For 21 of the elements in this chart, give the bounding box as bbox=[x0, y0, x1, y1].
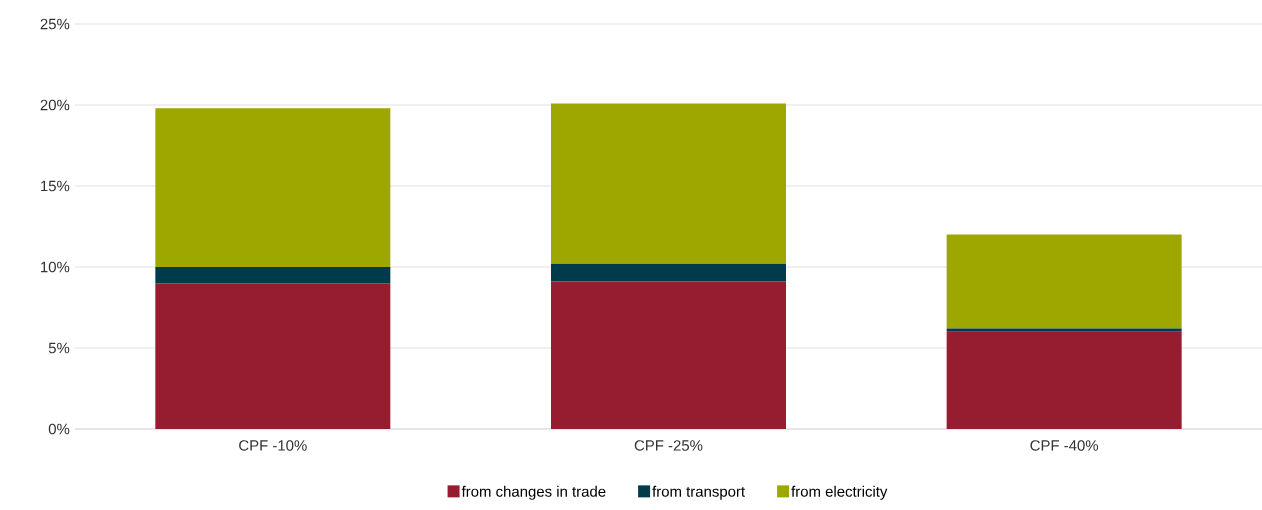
legend-label: from transport bbox=[652, 485, 745, 500]
bar bbox=[155, 267, 391, 284]
bar bbox=[946, 328, 1182, 332]
y-tick-label: 25% bbox=[40, 18, 70, 30]
x-tick-label: CPF -10% bbox=[239, 440, 307, 451]
y-tick-label: 15% bbox=[41, 180, 70, 192]
y-tick-label: 0% bbox=[48, 423, 70, 435]
y-tick-label: 20% bbox=[40, 99, 70, 111]
x-tick-label: CPF -25% bbox=[634, 440, 703, 451]
y-tick-label: 10% bbox=[41, 261, 70, 273]
bar bbox=[155, 108, 391, 267]
bar bbox=[550, 281, 786, 429]
x-tick-label: CPF -40% bbox=[1030, 440, 1099, 451]
legend-label: from changes in trade bbox=[461, 485, 606, 500]
bar bbox=[550, 103, 786, 264]
bar bbox=[155, 283, 391, 429]
legend-label: from electricity bbox=[791, 485, 888, 500]
y-tick-label: 5% bbox=[48, 342, 70, 354]
bar bbox=[946, 234, 1182, 329]
bar bbox=[946, 331, 1182, 429]
bar bbox=[550, 263, 786, 282]
